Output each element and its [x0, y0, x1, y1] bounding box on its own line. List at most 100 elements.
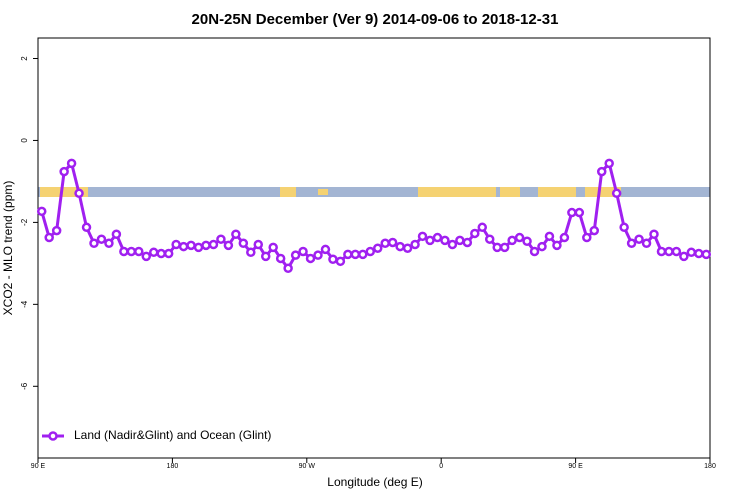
data-point: [387, 237, 398, 248]
data-point: [507, 235, 517, 246]
data-point: [559, 232, 570, 243]
x-tick-label: 90 E: [31, 463, 46, 470]
data-point: [529, 246, 540, 257]
data-point: [260, 251, 271, 262]
x-tick-label: 0: [439, 463, 443, 470]
y-tick-label: 2: [20, 56, 29, 61]
data-point: [514, 232, 525, 243]
data-point: [395, 241, 405, 252]
data-point: [484, 234, 495, 244]
y-tick-label: -2: [20, 218, 29, 226]
data-point: [619, 222, 629, 233]
data-point: [567, 207, 577, 218]
data-point: [201, 240, 211, 251]
data-point: [283, 263, 293, 274]
y-tick-label: -6: [20, 382, 29, 390]
data-point: [604, 158, 614, 169]
data-point: [537, 241, 547, 252]
data-point: [290, 250, 301, 260]
data-point: [313, 250, 323, 260]
data-point: [126, 246, 137, 257]
data-point: [574, 207, 585, 218]
data-point: [417, 231, 428, 242]
data-point: [499, 242, 510, 253]
data-point: [425, 235, 435, 246]
data-point: [96, 234, 107, 244]
data-point: [372, 243, 383, 253]
data-point: [582, 232, 592, 243]
data-point: [141, 251, 152, 262]
data-point: [455, 235, 465, 246]
plot-frame: [37, 37, 711, 459]
data-point: [343, 249, 353, 260]
data-point: [328, 254, 338, 265]
data-point: [171, 239, 181, 250]
data-point: [358, 249, 368, 260]
x-axis-label: Longitude (deg E): [327, 475, 422, 489]
data-point: [641, 238, 652, 249]
data-point: [246, 247, 256, 258]
data-point: [66, 158, 77, 169]
data-point: [671, 246, 682, 257]
data-point: [589, 225, 600, 236]
data-point: [544, 231, 555, 242]
data-point: [305, 253, 316, 264]
data-point: [186, 240, 196, 251]
x-tick-label: 180: [167, 463, 179, 470]
data-point: [492, 242, 502, 253]
data-point: [522, 236, 532, 246]
data-point: [350, 249, 361, 260]
data-point: [649, 229, 659, 240]
data-point: [298, 246, 308, 257]
data-point: [432, 232, 443, 243]
data-point: [156, 248, 166, 259]
data-point: [178, 241, 189, 252]
data-point: [275, 253, 286, 264]
data-point: [193, 242, 204, 253]
data-point: [380, 238, 390, 249]
data-point: [440, 235, 450, 246]
data-point: [686, 247, 697, 258]
chart-title: 20N-25N December (Ver 9) 2014-09-06 to 2…: [192, 11, 559, 28]
legend-label: Land (Nadir&Glint) and Ocean (Glint): [74, 428, 271, 442]
data-point: [44, 232, 54, 243]
data-point: [365, 246, 376, 257]
data-point: [216, 234, 226, 244]
x-tick-label: 90 W: [299, 463, 316, 470]
data-point: [320, 244, 331, 255]
y-axis-label: XCO2 - MLO trend (ppm): [1, 181, 15, 316]
data-point: [701, 249, 712, 260]
data-point: [664, 246, 674, 257]
data-point: [51, 225, 62, 236]
data-point: [477, 222, 488, 233]
data-point: [268, 242, 278, 253]
data-point: [134, 246, 144, 257]
data-point: [59, 166, 69, 177]
data-point: [253, 239, 264, 250]
data-point: [208, 239, 219, 250]
data-point: [36, 206, 47, 217]
data-point: [231, 229, 241, 240]
data-point: [462, 237, 473, 248]
data-point: [163, 248, 174, 259]
data-point: [596, 166, 607, 177]
data-point: [104, 238, 114, 249]
data-point: [470, 228, 480, 239]
data-point: [335, 256, 346, 267]
data-point: [447, 239, 458, 250]
y-tick-label: -4: [20, 300, 29, 308]
data-point: [223, 240, 234, 251]
data-point: [552, 240, 562, 251]
data-point: [81, 222, 92, 233]
data-point: [119, 246, 129, 257]
y-tick-label: 0: [20, 138, 29, 143]
data-point: [694, 248, 704, 259]
data-point: [238, 238, 249, 249]
data-point: [611, 188, 622, 199]
data-point: [74, 188, 84, 199]
x-tick-label: 180: [704, 463, 716, 470]
data-point: [148, 247, 159, 258]
data-point: [402, 243, 413, 253]
land-ocean-strip: [38, 187, 710, 197]
